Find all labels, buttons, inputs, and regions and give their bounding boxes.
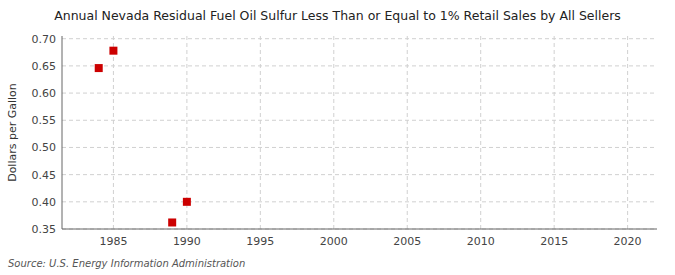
chart-svg: Annual Nevada Residual Fuel Oil Sulfur L… [0, 0, 675, 275]
grid-line-y [62, 201, 657, 202]
grid-line-x [554, 36, 555, 229]
x-tick-label: 2015 [540, 235, 568, 248]
grid-line-x [113, 36, 114, 229]
chart-container: Annual Nevada Residual Fuel Oil Sulfur L… [0, 0, 675, 275]
y-tick-label: 0.50 [32, 141, 57, 154]
grid-line-x [407, 36, 408, 229]
x-tick-label: 2005 [393, 235, 421, 248]
y-tick-label: 0.65 [32, 60, 57, 73]
grid-line-y [62, 229, 657, 230]
grid-line-y [62, 120, 657, 121]
grid-line-y [62, 38, 657, 39]
grid-line-x [480, 36, 481, 229]
y-tick-label: 0.35 [32, 223, 57, 236]
x-tick-label: 2020 [614, 235, 642, 248]
points [95, 47, 191, 227]
source-note: Source: U.S. Energy Information Administ… [8, 258, 245, 269]
point [109, 47, 117, 55]
y-tick-label: 0.55 [32, 114, 57, 127]
point [95, 64, 103, 72]
x-tick-label: 2000 [320, 235, 348, 248]
point [183, 198, 191, 206]
y-tick-label: 0.45 [32, 169, 57, 182]
grid [62, 36, 657, 229]
grid-line-y [62, 93, 657, 94]
y-tick-label: 0.60 [32, 87, 57, 100]
grid-line-x [627, 36, 628, 229]
axes: 0.35 0.40 0.45 0.50 0.55 0.60 0.65 0.70 1985 1990… [32, 33, 658, 248]
grid-line-x [333, 36, 334, 229]
grid-line-y [62, 174, 657, 175]
title: Annual Nevada Residual Fuel Oil Sulfur L… [54, 8, 621, 23]
grid-line-x [260, 36, 261, 229]
x-tick-label: 1990 [173, 235, 201, 248]
grid-line-y [62, 65, 657, 66]
point [168, 218, 176, 226]
x-tick-label: 1995 [246, 235, 274, 248]
y-tick-label: 0.70 [32, 33, 57, 46]
y-axis-line [62, 36, 63, 229]
x-tick-label: 2010 [467, 235, 495, 248]
x-tick-label: 1985 [99, 235, 127, 248]
x-axis-line [62, 229, 657, 230]
y-tick-label: 0.40 [32, 196, 57, 209]
grid-line-y [62, 147, 657, 148]
y-axis-label: Dollars per Gallon [6, 83, 19, 182]
